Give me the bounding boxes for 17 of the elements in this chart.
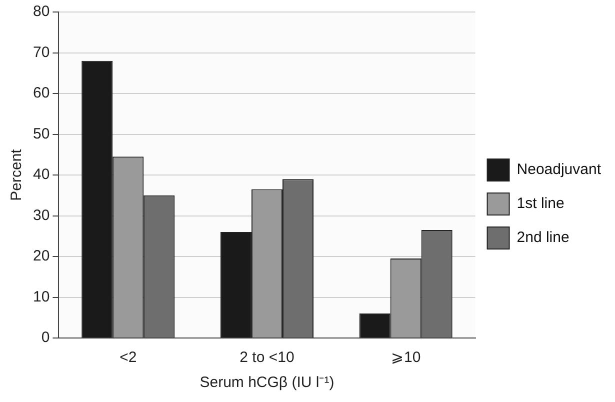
- x-tick-label: ⩾10: [390, 349, 421, 366]
- y-axis-title: Percent: [8, 148, 26, 201]
- y-tick-label: 40: [32, 166, 50, 184]
- x-tick-label: 2 to <10: [240, 349, 294, 366]
- y-tick-label: 80: [32, 3, 50, 20]
- x-tick-label: <2: [120, 349, 137, 366]
- y-tick-label: 50: [32, 125, 50, 142]
- y-tick-label: 0: [41, 329, 50, 346]
- y-tick-label: 10: [32, 288, 50, 306]
- legend-label: 2nd line: [516, 229, 570, 246]
- legend-label: Neoadjuvant: [516, 161, 602, 178]
- y-tick-label: 30: [32, 206, 50, 224]
- legend-label: 1st line: [516, 195, 564, 212]
- y-tick-label: 20: [32, 248, 50, 265]
- y-tick-label: 70: [32, 44, 50, 61]
- y-tick-label: 60: [32, 84, 50, 102]
- x-axis-title: Serum hCGβ (IU l⁻¹): [200, 374, 334, 392]
